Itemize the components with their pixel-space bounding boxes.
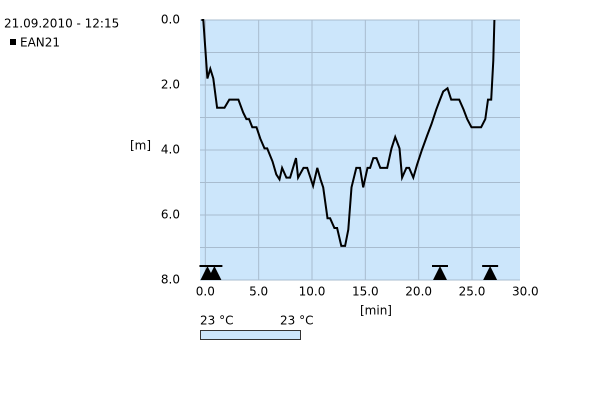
color-scale-label: 23 °C bbox=[200, 314, 233, 328]
event-triangle bbox=[207, 266, 222, 280]
y-tick-label: 8.0 bbox=[161, 273, 180, 287]
y-tick-label: 0.0 bbox=[161, 13, 180, 27]
color-scale-label: 23 °C bbox=[280, 314, 313, 328]
x-tick-label: 5.0 bbox=[249, 285, 268, 299]
chart-title: 21.09.2010 - 12:15 bbox=[4, 17, 119, 31]
x-tick-label: 30.0 bbox=[512, 285, 539, 299]
y-axis-label: [m] bbox=[130, 139, 151, 153]
event-marker bbox=[482, 265, 499, 280]
event-marker bbox=[432, 265, 448, 280]
data-line bbox=[201, 19, 496, 247]
event-triangle bbox=[483, 266, 498, 280]
legend-swatch bbox=[10, 39, 16, 45]
event-triangle bbox=[433, 266, 447, 280]
y-tick-label: 6.0 bbox=[161, 208, 180, 222]
x-tick-label: 10.0 bbox=[299, 285, 326, 299]
x-tick-label: 15.0 bbox=[352, 285, 379, 299]
y-tick-label: 2.0 bbox=[161, 78, 180, 92]
event-marker bbox=[206, 265, 223, 280]
y-tick-label: 4.0 bbox=[161, 143, 180, 157]
x-tick-label: 0.0 bbox=[196, 285, 215, 299]
x-tick-label: 25.0 bbox=[459, 285, 486, 299]
x-axis-label: [min] bbox=[360, 304, 392, 318]
legend-label: EAN21 bbox=[20, 36, 60, 50]
color-scale-bar bbox=[200, 330, 301, 340]
x-tick-label: 20.0 bbox=[405, 285, 432, 299]
